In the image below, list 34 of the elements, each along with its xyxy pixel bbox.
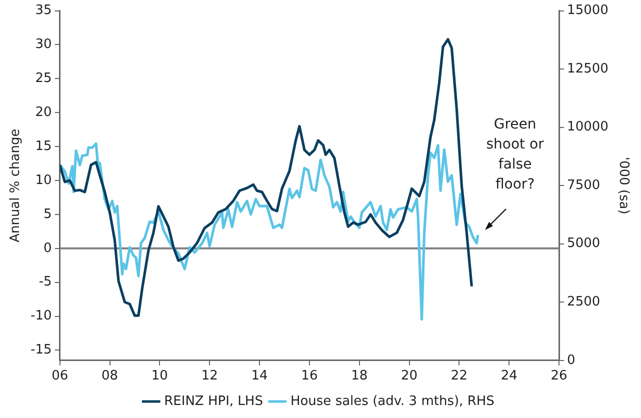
x-tick-label: 24 (500, 368, 518, 384)
y-tick-label: 35 (35, 3, 52, 18)
y-axis-title: Annual % change (8, 128, 24, 242)
x-tick-label: 18 (351, 368, 368, 384)
y2-tick-label: 2500 (567, 294, 600, 310)
x-tick-label: 06 (52, 368, 68, 384)
y2-tick-label: 15000 (567, 3, 608, 18)
y2-tick-label: 10000 (567, 120, 608, 135)
x-tick-label: 16 (301, 368, 318, 384)
x-tick-label: 20 (401, 368, 418, 384)
y-tick-label: 10 (35, 172, 52, 188)
y-tick-label: -10 (30, 308, 52, 324)
y2-tick-label: 12500 (567, 61, 608, 76)
y-tick-label: -5 (38, 274, 52, 290)
x-tick-label: 10 (151, 368, 168, 384)
y2-axis-title: '000 (sa) (616, 156, 631, 214)
legend-label: House sales (adv. 3 mths), RHS (290, 394, 494, 409)
x-tick-label: 26 (550, 368, 568, 384)
x-tick-label: 08 (101, 368, 118, 384)
y2-tick-label: 5000 (567, 236, 600, 252)
y2-tick-label: 7500 (567, 178, 600, 193)
legend-label: REINZ HPI, LHS (164, 394, 263, 409)
y-tick-label: 0 (44, 240, 52, 256)
y-tick-label: 5 (44, 206, 52, 222)
x-tick-label: 12 (201, 368, 218, 384)
annotation: Green shoot or false floor? (486, 116, 544, 192)
y-tick-label: 25 (35, 71, 52, 86)
x-tick-label: 14 (251, 368, 268, 384)
y-tick-label: -15 (30, 342, 52, 358)
y-tick-label: 15 (35, 138, 52, 154)
y-tick-label: 20 (35, 105, 52, 120)
x-tick-label: 22 (450, 368, 468, 384)
y-tick-label: 30 (35, 37, 52, 52)
y2-tick-label: 0 (567, 352, 576, 368)
